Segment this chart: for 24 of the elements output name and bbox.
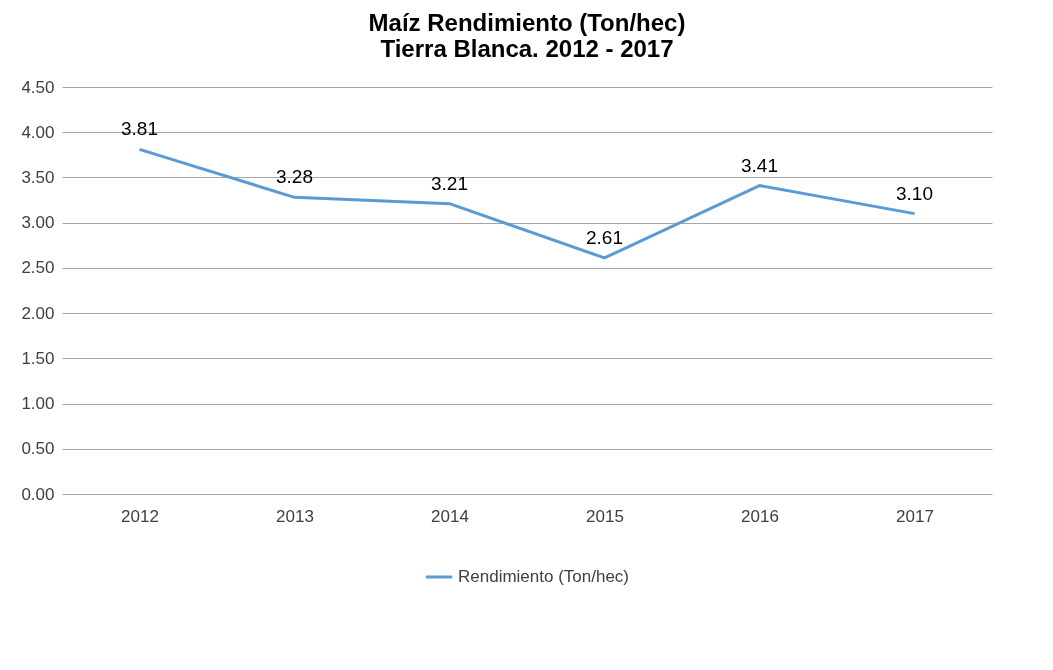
y-tick-label: 2.50 (21, 258, 55, 278)
x-tick-label: 2015 (586, 506, 624, 526)
chart-title: Maíz Rendimiento (Ton/hec) Tierra Blanca. 2012 - 2017 (368, 9, 686, 62)
y-tick-label: 4.00 (21, 122, 55, 142)
x-tick-label: 2014 (431, 506, 469, 526)
data-label: 3.10 (896, 182, 933, 204)
x-tick-label: 2013 (276, 506, 314, 526)
x-tick-label: 2016 (741, 506, 779, 526)
x-tick-label: 2012 (121, 506, 159, 526)
y-tick-label: 1.50 (21, 348, 55, 368)
data-label: 3.21 (431, 172, 468, 194)
y-tick-label: 0.50 (21, 439, 55, 459)
data-label: 2.61 (586, 226, 623, 248)
legend-label: Rendimiento (Ton/hec) (458, 567, 630, 586)
y-tick-label: 3.00 (21, 213, 55, 233)
y-tick-label: 2.00 (21, 303, 55, 323)
data-label: 3.81 (121, 118, 158, 140)
data-label: 3.28 (276, 166, 313, 188)
y-tick-label: 0.00 (21, 484, 55, 504)
y-tick-label: 3.50 (21, 167, 55, 187)
x-tick-label: 2017 (896, 506, 934, 526)
data-label: 3.41 (741, 154, 778, 176)
y-tick-label: 4.50 (21, 77, 55, 97)
y-tick-label: 1.00 (21, 394, 55, 414)
